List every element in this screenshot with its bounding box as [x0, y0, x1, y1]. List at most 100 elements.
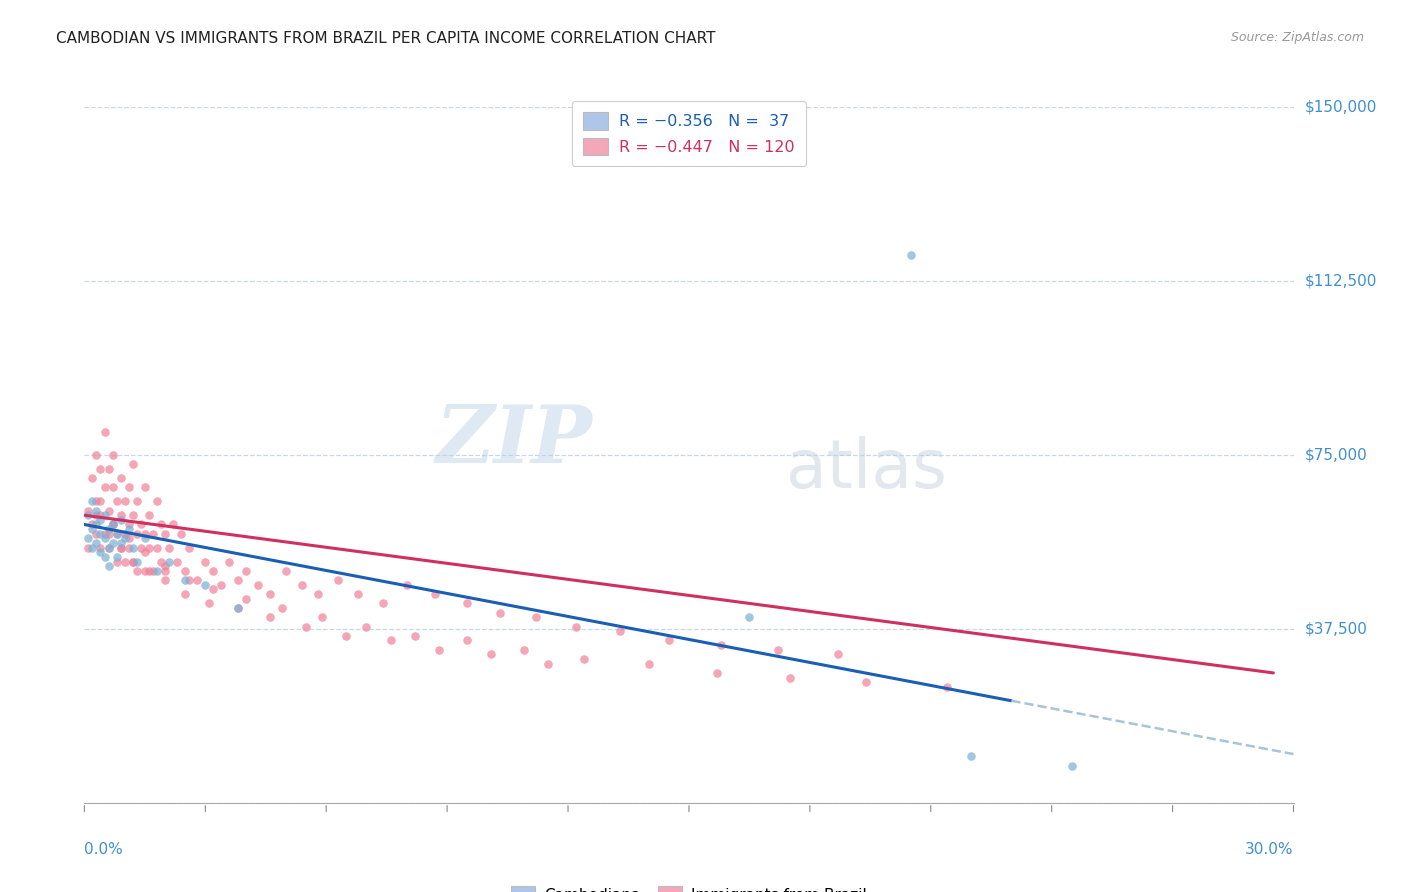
Point	[456, 596, 478, 610]
Point	[395, 578, 418, 592]
Point	[935, 680, 957, 694]
Point	[89, 526, 111, 541]
Point	[125, 564, 148, 578]
Point	[118, 522, 141, 536]
Point	[138, 508, 160, 523]
Point	[488, 606, 510, 620]
Point	[114, 494, 136, 508]
Point	[274, 564, 297, 578]
Point	[658, 633, 681, 648]
Point	[118, 532, 141, 546]
Point	[101, 517, 124, 532]
Point	[328, 573, 350, 587]
Point	[125, 555, 148, 569]
Point	[138, 564, 160, 578]
Point	[101, 536, 124, 550]
Point	[118, 480, 141, 494]
Point	[77, 503, 100, 517]
Text: atlas: atlas	[786, 436, 946, 502]
Point	[110, 541, 132, 555]
Text: 0.0%: 0.0%	[84, 842, 124, 856]
Point	[179, 573, 201, 587]
Point	[93, 532, 115, 546]
Point	[194, 578, 217, 592]
Point	[295, 619, 318, 633]
Point	[121, 555, 143, 569]
Text: $112,500: $112,500	[1305, 274, 1376, 288]
Point	[89, 462, 111, 476]
Point	[226, 601, 249, 615]
Point	[174, 573, 197, 587]
Point	[105, 494, 128, 508]
Point	[110, 471, 132, 485]
Point	[86, 494, 108, 508]
Point	[101, 480, 124, 494]
Point	[174, 564, 197, 578]
Point	[86, 526, 108, 541]
Point	[105, 555, 128, 569]
Point	[101, 448, 124, 462]
Point	[129, 517, 152, 532]
Point	[311, 610, 333, 624]
Point	[371, 596, 394, 610]
Point	[146, 541, 169, 555]
Point	[456, 633, 478, 648]
Point	[129, 541, 152, 555]
Point	[142, 564, 165, 578]
Point	[423, 587, 446, 601]
Point	[110, 536, 132, 550]
Point	[209, 578, 232, 592]
Point	[97, 559, 120, 574]
Point	[157, 555, 180, 569]
Point	[572, 652, 595, 666]
Point	[149, 555, 172, 569]
Point	[101, 517, 124, 532]
Point	[114, 526, 136, 541]
Point	[609, 624, 631, 639]
Point	[335, 629, 357, 643]
Point	[138, 541, 160, 555]
Point	[77, 508, 100, 523]
Point	[202, 564, 225, 578]
Point	[218, 555, 240, 569]
Point	[166, 555, 188, 569]
Point	[153, 573, 176, 587]
Point	[97, 541, 120, 555]
Point	[89, 494, 111, 508]
Point	[226, 601, 249, 615]
Text: ZIP: ZIP	[436, 402, 592, 480]
Point	[121, 457, 143, 471]
Point	[186, 573, 208, 587]
Point	[89, 513, 111, 527]
Point	[235, 591, 257, 606]
Point	[179, 541, 201, 555]
Point	[97, 462, 120, 476]
Text: 30.0%: 30.0%	[1246, 842, 1294, 856]
Point	[291, 578, 314, 592]
Point	[93, 425, 115, 439]
Point	[259, 587, 281, 601]
Point	[226, 573, 249, 587]
Point	[118, 517, 141, 532]
Point	[105, 549, 128, 564]
Point	[149, 517, 172, 532]
Point	[380, 633, 402, 648]
Point	[114, 532, 136, 546]
Point	[121, 508, 143, 523]
Point	[710, 638, 733, 652]
Point	[125, 494, 148, 508]
Point	[134, 526, 156, 541]
Point	[121, 555, 143, 569]
Legend: Cambodians, Immigrants from Brazil: Cambodians, Immigrants from Brazil	[505, 880, 873, 892]
Point	[855, 675, 877, 690]
Point	[356, 619, 378, 633]
Point	[259, 610, 281, 624]
Point	[110, 508, 132, 523]
Point	[101, 517, 124, 532]
Point	[706, 665, 728, 680]
Point	[307, 587, 329, 601]
Point	[82, 471, 104, 485]
Point	[93, 480, 115, 494]
Point	[960, 749, 983, 764]
Point	[97, 522, 120, 536]
